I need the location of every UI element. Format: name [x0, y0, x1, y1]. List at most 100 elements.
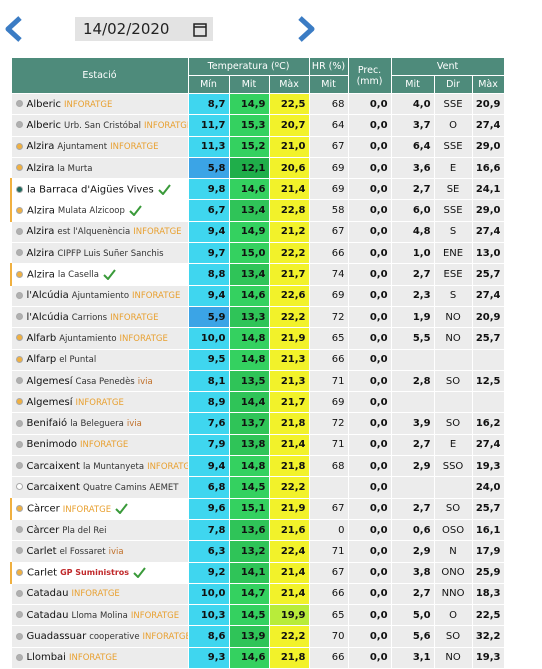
value-cell: S [433, 220, 473, 244]
station-name: Carcaixent [26, 481, 80, 493]
value-cell: 9,8 [187, 178, 230, 201]
value-cell: 22,2 [268, 476, 310, 499]
station-row: Catadau Lloma Molina INFORATGE 10,3 14,5 19,9… [10, 604, 505, 627]
value-cell: 21,8 [268, 412, 310, 435]
value-cell: SSE [433, 92, 473, 116]
value-cell: 66 [308, 646, 349, 669]
header-temp: Temperatura (ºC) [187, 57, 310, 76]
value-cell: 2,7 [390, 178, 435, 201]
value-cell: N [433, 540, 473, 563]
station-cell: Carlet GP Suministros [10, 561, 189, 584]
value-cell: 1,0 [390, 242, 435, 265]
value-cell: 0,0 [347, 284, 392, 307]
value-cell: 0,0 [347, 220, 392, 244]
value-cell: 21,3 [268, 348, 310, 371]
value-cell: 25,7 [471, 327, 505, 350]
status-dot [16, 505, 23, 513]
value-cell: 14,5 [228, 604, 270, 627]
station-cell: Algemesí Casa Penedès ivia [10, 369, 189, 393]
value-cell [433, 391, 473, 414]
value-cell: 17,9 [471, 540, 505, 563]
value-cell: 0,0 [347, 178, 392, 201]
station-cell: Catadau INFORATGE [10, 582, 189, 606]
value-cell: 21,7 [268, 391, 310, 414]
value-cell: 29,0 [471, 135, 505, 158]
verified-check [133, 567, 146, 579]
value-cell: E [433, 433, 473, 457]
value-cell: 0,0 [347, 604, 392, 627]
station-sub: Carrions [71, 312, 108, 323]
station-cell: Llombai INFORATGE [10, 646, 189, 669]
value-cell: 13,8 [228, 433, 270, 457]
value-cell: 25,7 [471, 497, 505, 520]
value-cell: 14,8 [228, 455, 270, 478]
value-cell: 6,3 [187, 540, 230, 563]
value-cell: 21,9 [268, 327, 310, 350]
value-cell: 29,0 [471, 199, 505, 222]
value-cell: 20,6 [268, 156, 310, 180]
provider-tag: INFORATGE [68, 653, 118, 664]
value-cell: 24,0 [471, 476, 505, 499]
value-cell: SO [433, 497, 473, 520]
value-cell: 65 [308, 604, 349, 627]
value-cell: SO [433, 412, 473, 435]
value-cell: 66 [308, 242, 349, 265]
value-cell: 0,0 [347, 199, 392, 222]
value-cell: 22,5 [268, 92, 310, 116]
value-cell: 0,0 [347, 156, 392, 180]
value-cell: 2,3 [390, 284, 435, 307]
value-cell: 16,6 [471, 156, 505, 180]
value-cell: 0,0 [347, 327, 392, 350]
provider-tag: INFORATGE [142, 632, 188, 643]
value-cell: 21,4 [268, 433, 310, 457]
value-cell: 14,8 [228, 327, 270, 350]
value-cell: 21,9 [268, 497, 310, 520]
value-cell: 3,8 [390, 561, 435, 584]
station-row: Alzira Mulata Alzicoop 6,7 13,4 22,8 58 0,0 6,0… [10, 199, 505, 222]
status-dot [15, 462, 23, 470]
status-dot [16, 185, 23, 193]
status-dot [15, 355, 23, 363]
station-row: Llombai INFORATGE 9,3 14,6 21,8 66 0,0 3,1 NO 19,… [10, 646, 505, 669]
station-name: Alberic [26, 98, 62, 110]
station-sub: Quatre Camins [82, 482, 147, 493]
value-cell: 18,3 [471, 582, 505, 606]
date-input[interactable]: 14/02/2020 [75, 17, 213, 41]
status-dot [15, 227, 23, 235]
verified-check [157, 183, 171, 196]
station-name: Llombai [26, 652, 66, 664]
station-sub: la Casella [57, 270, 99, 281]
next-arrow[interactable] [298, 16, 315, 42]
status-dot [15, 164, 23, 172]
station-name: Carlet [27, 567, 58, 579]
calendar-icon[interactable] [193, 22, 207, 37]
value-cell: 24,1 [471, 178, 505, 201]
value-cell: 5,5 [390, 327, 435, 350]
prev-arrow[interactable] [5, 16, 22, 42]
date-text: 14/02/2020 [83, 20, 170, 38]
station-sub: la Murta [57, 163, 93, 174]
value-cell: SSE [433, 135, 473, 158]
station-row: Carcaixent Quatre Camins AEMET 6,8 14,5 22,2 0… [10, 476, 505, 499]
value-cell: 9,4 [187, 455, 230, 478]
value-cell: 66 [308, 582, 349, 606]
value-cell: 2,8 [390, 369, 435, 393]
value-cell [471, 391, 505, 414]
station-name: Alzira [26, 226, 55, 238]
station-row: la Barraca d'Aigües Vives 9,8 14,6 21,4 69 0,… [10, 178, 505, 201]
station-sub: est l'Alquenència [57, 227, 131, 238]
station-name: Alzira [26, 162, 55, 174]
value-cell [433, 348, 473, 371]
value-cell: 16,1 [471, 518, 505, 542]
value-cell: 21,7 [268, 263, 310, 286]
station-cell: Alberic Urb. San Cristóbal INFORATGE [10, 114, 189, 137]
station-sub: Casa Penedès [75, 376, 135, 387]
value-cell: 27,4 [471, 284, 505, 307]
station-name: Guadassuar [26, 631, 87, 643]
station-sub: el Fossaret [59, 546, 106, 557]
value-cell: 22,2 [268, 242, 310, 265]
value-cell: 27,4 [471, 433, 505, 457]
value-cell: 5,0 [390, 604, 435, 627]
value-cell: 20,7 [268, 114, 310, 137]
